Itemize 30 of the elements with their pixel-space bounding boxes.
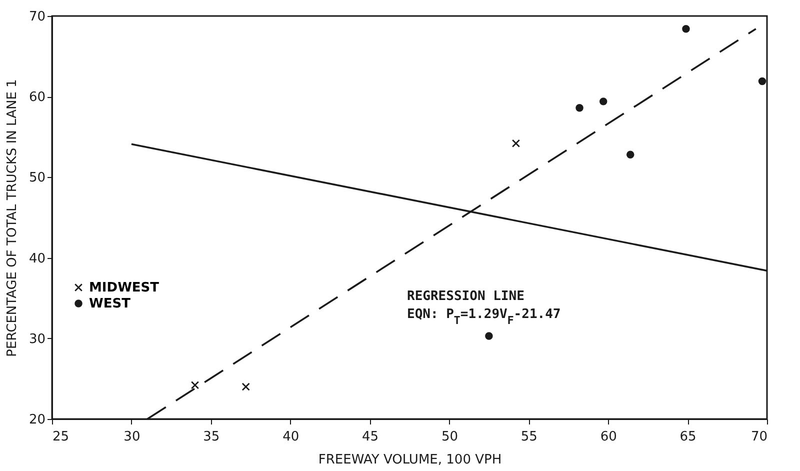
point — [485, 332, 493, 340]
y-tick-label: 40 — [28, 251, 46, 266]
x-tick-label: 25 — [52, 430, 70, 444]
x-tick-label: 65 — [680, 430, 696, 444]
point — [758, 77, 766, 86]
annotation: REGRESSION LINE — [407, 289, 524, 304]
x-axis-title: FREEWAY VOLUME, 100 VPH — [318, 452, 502, 468]
legend-label: WEST — [89, 296, 131, 312]
point — [626, 150, 634, 158]
y-tick-label: 60 — [28, 90, 46, 106]
x-tick-label: 45 — [362, 430, 379, 444]
x-tick-label: 55 — [520, 430, 538, 444]
x-tick-label: 70 — [750, 430, 768, 444]
x-tick-label: 30 — [124, 430, 140, 444]
point — [242, 382, 250, 391]
x-tick-label: 60 — [600, 430, 617, 444]
point — [576, 104, 584, 112]
x-tick-label: 35 — [203, 430, 220, 444]
y-axis-title: PERCENTAGE OF TOTAL TRUCKS IN LANE 1 — [4, 79, 20, 357]
point — [512, 139, 520, 148]
x-tick-label: 40 — [282, 430, 300, 444]
y-tick-label: 30 — [28, 332, 46, 347]
x-tick-label: 50 — [441, 430, 458, 444]
y-tick-label: 50 — [28, 170, 46, 186]
point — [191, 381, 199, 390]
y-tick-label: 70 — [28, 10, 46, 24]
point — [599, 98, 608, 106]
y-tick-label: 20 — [28, 412, 46, 428]
point — [682, 25, 690, 33]
legend-label: MIDWEST — [89, 280, 160, 296]
